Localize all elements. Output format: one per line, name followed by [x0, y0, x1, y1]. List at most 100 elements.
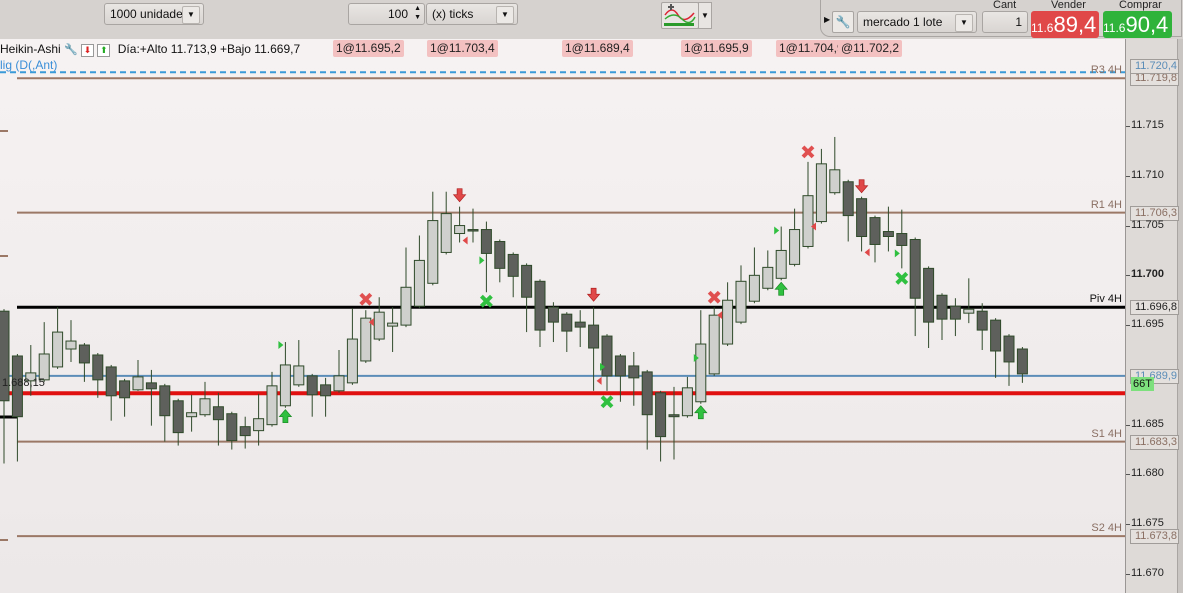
bull-candle: [708, 314, 720, 375]
bear-candle: [668, 414, 680, 418]
bull-candle: [748, 274, 760, 302]
bear-candle: [601, 335, 613, 377]
ticks-unit-value: (x) ticks: [432, 7, 474, 21]
bear-candle: [588, 324, 600, 349]
axis-tick-mark: [1126, 424, 1130, 426]
indicator-tool-button[interactable]: [661, 2, 699, 29]
trade-label: 1@11.695,9: [681, 40, 752, 57]
bear-candle: [882, 231, 894, 238]
order-type-select[interactable]: mercado 1 lote ▼: [857, 11, 977, 33]
sell-triangle-icon: [811, 222, 816, 231]
bear-candle: [226, 413, 238, 442]
buy-triangle-icon: [600, 362, 605, 371]
chevron-down-icon[interactable]: ▼: [496, 6, 514, 24]
qty-header: Cant: [993, 0, 1017, 11]
down-arrow-icon: [854, 179, 869, 194]
bear-candle: [11, 355, 23, 418]
bull-candle: [373, 311, 385, 340]
bull-candle: [266, 385, 278, 426]
bear-candle: [507, 253, 519, 277]
bull-candle: [186, 412, 198, 418]
bull-candle: [802, 195, 814, 247]
chart-type-label: Heikin-Ashi: [0, 42, 61, 56]
bull-candle: [815, 163, 827, 223]
bull-candle: [279, 364, 291, 407]
bull-candle: [38, 353, 50, 381]
level-name-label: R3 4H: [1090, 64, 1122, 77]
buy-triangle-icon: [479, 256, 485, 265]
buy-button[interactable]: 11.690,4: [1103, 11, 1172, 38]
bull-candle: [963, 308, 975, 314]
sell-price: 89,4: [1053, 12, 1097, 37]
up-arrow-icon: [694, 405, 708, 420]
axis-tick-label: 11.715: [1131, 119, 1164, 131]
sell-arrow-icon[interactable]: ⬇: [81, 44, 95, 57]
day-range-label: Día:+Alto 11.713,9 +Bajo 11.669,7: [117, 42, 301, 56]
bull-candle: [293, 365, 305, 386]
bear-candle: [239, 426, 251, 437]
bull-candle: [413, 259, 425, 307]
bull-candle: [52, 331, 64, 368]
bear-candle: [655, 392, 667, 438]
buy-price: 90,4: [1125, 12, 1169, 37]
bear-candle: [923, 267, 935, 323]
bear-candle: [212, 406, 224, 421]
sell-triangle-icon: [864, 248, 870, 257]
expand-triangle-icon[interactable]: ▶: [824, 15, 831, 24]
bull-candle: [775, 249, 787, 279]
bear-candle: [628, 365, 640, 379]
bull-candle: [25, 372, 37, 382]
chevron-down-icon[interactable]: ▼: [955, 14, 973, 32]
bull-candle: [762, 266, 774, 289]
bull-candle: [789, 229, 801, 265]
scrollbar[interactable]: [1177, 39, 1183, 593]
axis-tick-label: 11.695: [1131, 318, 1164, 331]
qty-input[interactable]: 1: [982, 11, 1028, 33]
buy-triangle-icon: [774, 226, 780, 235]
bull-candle: [427, 220, 439, 284]
bear-candle: [1016, 348, 1028, 375]
axis-tick-mark: [1126, 126, 1130, 127]
bear-candle: [641, 371, 653, 416]
axis-tick-mark: [1126, 325, 1130, 327]
sell-header: Vender: [1051, 0, 1086, 11]
level-price-tag: 11.673,8: [1130, 529, 1179, 545]
level-name-label: S1 4H: [1091, 427, 1122, 440]
bull-candle: [333, 375, 345, 392]
bear-candle: [172, 400, 184, 434]
trade-label: 1@11.695,2: [333, 40, 404, 57]
bull-candle: [681, 387, 693, 417]
price-chart[interactable]: Heikin-Ashi 🔧 ⬇ ⬆ Día:+Alto 11.713,9 +Ba…: [0, 39, 1125, 593]
axis-tick-label: 11.700: [1131, 268, 1165, 281]
bear-candle: [92, 354, 104, 381]
wrench-icon[interactable]: 🔧: [64, 44, 78, 56]
sell-button[interactable]: 11.689,4: [1031, 11, 1099, 38]
bear-candle: [869, 217, 881, 245]
axis-tick-mark: [1126, 574, 1130, 575]
down-arrow-icon: [586, 287, 601, 302]
bear-candle: [614, 355, 626, 377]
quantity-select-value: 1000 unidades: [110, 7, 189, 21]
axis-tick-label: 11.710: [1131, 168, 1164, 181]
chevron-down-icon[interactable]: ▼: [182, 6, 200, 24]
ticks-stepper[interactable]: 100 ▲ ▼: [348, 3, 425, 25]
bear-candle: [896, 233, 908, 246]
last-price-tag: 66T: [1131, 376, 1154, 391]
quantity-select[interactable]: 1000 unidades ▼: [104, 3, 204, 25]
bear-candle: [1003, 335, 1015, 363]
bull-candle: [65, 340, 77, 350]
ticks-unit-select[interactable]: (x) ticks ▼: [426, 3, 518, 25]
bear-candle: [0, 310, 10, 402]
axis-tick-mark: [1126, 524, 1130, 526]
stepper-arrows-icon[interactable]: ▲ ▼: [414, 5, 421, 21]
bear-candle: [561, 313, 573, 332]
price-axis[interactable]: [1125, 39, 1178, 593]
indicator-label[interactable]: lig (D(,Ant): [0, 58, 58, 72]
bear-candle: [856, 198, 868, 238]
buy-arrow-icon[interactable]: ⬆: [97, 44, 111, 57]
bear-candle: [936, 294, 948, 320]
sell-triangle-icon: [462, 236, 468, 245]
wrench-icon[interactable]: 🔧: [832, 11, 854, 33]
trade-label: 1@11.704,9: [776, 40, 847, 57]
chevron-down-icon[interactable]: ▼: [698, 2, 712, 29]
